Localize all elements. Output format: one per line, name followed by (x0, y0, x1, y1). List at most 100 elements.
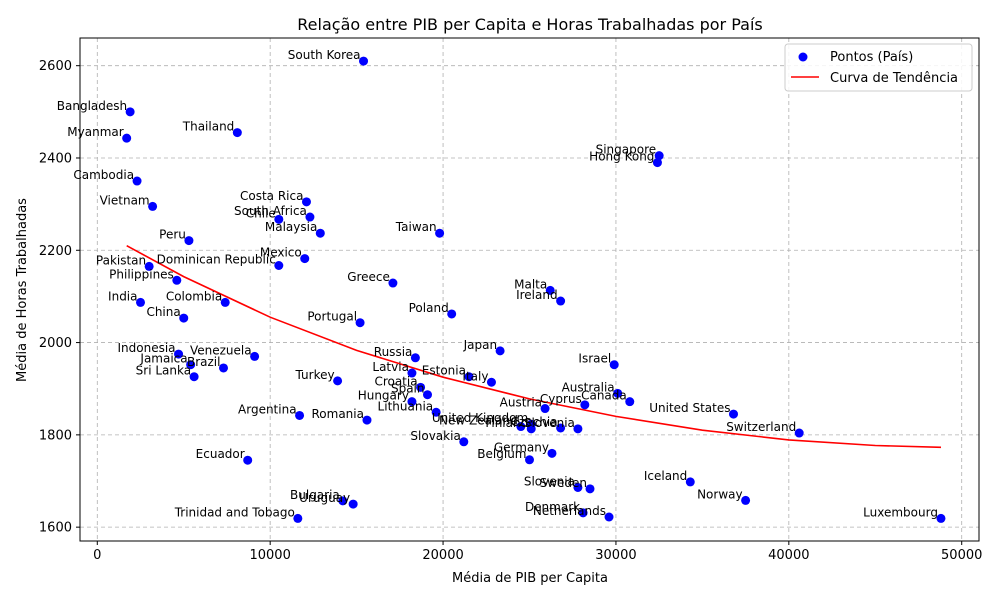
data-point (464, 372, 474, 382)
point-label: Latvia (372, 360, 409, 374)
point-label: Israel (578, 352, 611, 366)
point-label: Portugal (307, 310, 357, 324)
data-point (459, 437, 469, 447)
point-label: United States (649, 401, 730, 415)
point-label: New Zealand (439, 414, 518, 428)
data-point (300, 254, 310, 264)
point-label: Ecuador (196, 447, 245, 461)
data-point (232, 128, 242, 138)
data-point (359, 56, 369, 66)
data-point (388, 278, 398, 288)
data-point (315, 228, 325, 238)
point-label: Iceland (644, 469, 687, 483)
point-label: Malaysia (265, 220, 317, 234)
point-label: Hong Kong (589, 150, 654, 164)
data-point (685, 477, 695, 487)
legend-marker-points (798, 52, 808, 62)
data-point (348, 499, 358, 509)
data-point (654, 151, 664, 161)
data-point (447, 309, 457, 319)
data-point (132, 176, 142, 186)
x-tick-label: 0 (93, 548, 101, 563)
data-point (218, 363, 228, 373)
data-point (274, 261, 284, 271)
legend: Pontos (País) Curva de Tendência (784, 43, 973, 92)
point-label: Peru (159, 228, 186, 242)
point-label: Croatia (374, 374, 417, 388)
point-label: Italy (462, 369, 488, 383)
data-point (186, 360, 196, 370)
data-point (585, 484, 595, 494)
data-point (179, 313, 189, 323)
data-point (301, 197, 311, 207)
point-label: Vietnam (100, 193, 150, 207)
data-point (243, 455, 253, 465)
data-point (362, 415, 372, 425)
data-point (613, 388, 623, 398)
data-point (136, 297, 146, 307)
data-point (936, 513, 946, 523)
data-point (545, 285, 555, 295)
x-tick-label: 10000 (249, 548, 290, 563)
point-label: Venezuela (190, 343, 252, 357)
data-point (407, 368, 417, 378)
point-label: Chile (246, 206, 276, 220)
x-tick-label: 20000 (422, 548, 463, 563)
point-label: Bulgaria (290, 488, 340, 502)
data-point (293, 513, 303, 523)
point-label: Dominican Republic (157, 253, 276, 267)
point-labels: South Korea Bangladesh Thailand Myanmar Sing… (57, 48, 938, 519)
y-tick-label: 2400 (39, 151, 72, 166)
data-point (250, 351, 260, 361)
data-point (540, 404, 550, 414)
data-point (431, 407, 441, 417)
data-point (526, 424, 536, 434)
point-label: Sri Lanka (136, 364, 191, 378)
data-point (604, 512, 614, 522)
plot-frame (79, 37, 980, 542)
data-point (516, 422, 526, 432)
point-label: South Africa (234, 204, 307, 218)
point-label: Austria (500, 396, 542, 410)
point-label: Cambodia (73, 168, 134, 182)
point-label: Pakistan (96, 253, 146, 267)
data-point (338, 496, 348, 506)
x-axis-ticks: 0 10000 20000 30000 40000 50000 (93, 541, 982, 563)
point-label: Japan (463, 338, 497, 352)
point-label: Belgium (477, 447, 526, 461)
point-label: Slovenia (524, 416, 575, 430)
data-point (556, 296, 566, 306)
point-label: Argentina (238, 402, 297, 416)
point-label: Luxembourg (863, 505, 938, 519)
point-label: Trinidad and Tobago (174, 505, 295, 519)
chart-title: Relação entre PIB per Capita e Horas Tra… (297, 15, 762, 34)
data-point (580, 400, 590, 410)
legend-box (784, 43, 973, 92)
point-label: Australia (562, 380, 615, 394)
data-point (573, 424, 583, 434)
y-tick-label: 2000 (39, 336, 72, 351)
data-point (184, 236, 194, 246)
point-label: Switzerland (726, 420, 796, 434)
data-point (652, 158, 662, 168)
data-point (794, 428, 804, 438)
data-point (422, 390, 432, 400)
point-label: Poland (409, 301, 449, 315)
point-label: Canada (581, 389, 627, 403)
point-label: Netherlands (533, 504, 606, 518)
data-point (125, 107, 135, 117)
point-label: India (108, 289, 137, 303)
data-point (122, 133, 132, 143)
point-label: Ireland (516, 288, 558, 302)
point-label: Norway (697, 487, 743, 501)
data-point (355, 318, 365, 328)
y-axis-ticks: 1600 1800 2000 2200 2400 2600 (39, 59, 80, 536)
point-label: Spain (391, 382, 425, 396)
data-point (407, 397, 417, 407)
point-label: Slovenia (524, 474, 575, 488)
legend-label-trend: Curva de Tendência (830, 71, 958, 86)
point-label: Cyprus (540, 392, 582, 406)
y-tick-label: 2200 (39, 244, 72, 259)
